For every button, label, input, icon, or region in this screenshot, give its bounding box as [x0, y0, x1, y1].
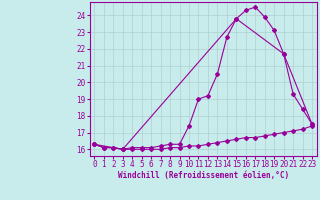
X-axis label: Windchill (Refroidissement éolien,°C): Windchill (Refroidissement éolien,°C)	[118, 171, 289, 180]
